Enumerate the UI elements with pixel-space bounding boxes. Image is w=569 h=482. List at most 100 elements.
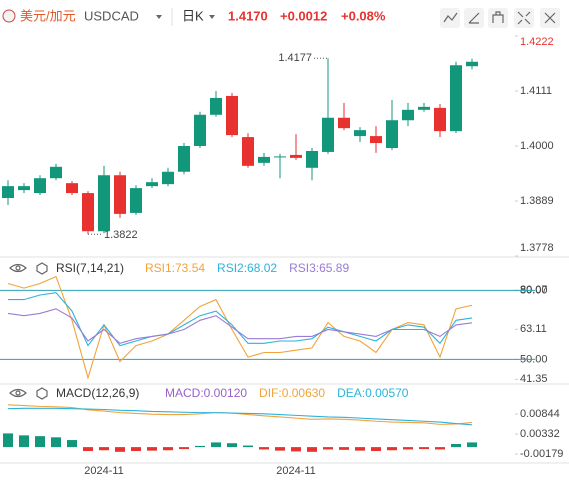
candle-body [466, 61, 478, 67]
histogram-bar [19, 435, 29, 448]
candle-body [306, 150, 318, 168]
candle-body [146, 182, 158, 187]
histogram-bar [307, 447, 317, 452]
flag-icon [2, 9, 16, 23]
symbol[interactable]: USDCAD [84, 8, 139, 23]
tool-icon [544, 12, 556, 24]
histogram-bar [51, 437, 61, 448]
histogram-bar [355, 447, 365, 451]
histogram-bar [195, 445, 205, 448]
legend-entry: DEA:0.00570 [337, 386, 409, 400]
y-tick-label: 1.4222 [520, 36, 554, 48]
tool-icon [468, 12, 480, 24]
histogram-bar [3, 433, 13, 448]
annotation: 1.3822 [104, 229, 138, 241]
y-tick-label: 0.00844 [520, 408, 560, 420]
legend-entry: RSI1:73.54 [145, 261, 205, 275]
histogram-bar [387, 447, 397, 451]
x-tick-label: 2024-11 [84, 465, 124, 477]
y-tick-label: 1.3889 [520, 195, 554, 207]
legend-entry: RSI2:68.02 [217, 261, 277, 275]
y-tick-label: 1.4000 [520, 140, 554, 152]
histogram-bar [227, 443, 237, 448]
histogram-bar [451, 443, 461, 448]
legend-entry: DIF:0.00630 [259, 386, 325, 400]
dropdown-icon[interactable] [209, 15, 215, 19]
tool-button[interactable] [488, 8, 508, 28]
period[interactable]: 日K [182, 8, 204, 23]
histogram-bar [147, 447, 157, 451]
candle-body [114, 175, 126, 214]
y-tick-label: 1.4111 [520, 85, 552, 97]
settings-icon[interactable] [36, 262, 48, 275]
y-tick-label: 0.00332 [520, 428, 560, 440]
dropdown-icon[interactable] [156, 15, 162, 19]
y-tick-label: 1.3778 [520, 242, 554, 254]
candle-body [18, 186, 30, 191]
toolbar [440, 8, 560, 28]
candle-body [162, 171, 174, 185]
candle-body [178, 146, 190, 172]
candle-body [194, 114, 206, 146]
histogram-bar [211, 442, 221, 448]
histogram-bar [275, 447, 285, 451]
candle-body [290, 154, 302, 158]
pair-name[interactable]: 美元/加元 [20, 8, 76, 23]
candle-body [338, 117, 350, 129]
candle-body [402, 109, 414, 121]
y-tick-label: -0.00179 [520, 448, 563, 460]
indicator-line [7, 308, 473, 344]
change-percent: +0.08% [341, 8, 386, 23]
histogram-bar [179, 447, 189, 450]
visibility-icon[interactable] [9, 388, 27, 398]
candle-body [322, 117, 334, 152]
change: +0.0012 [280, 8, 327, 23]
candle-body [2, 186, 14, 199]
candle-body [370, 136, 382, 144]
candle-body [418, 106, 430, 110]
histogram-bar [35, 436, 45, 448]
annotation: 1.4177 [278, 52, 312, 64]
candle-body [242, 137, 254, 166]
legend-entry: MACD:0.00120 [165, 386, 247, 400]
histogram-bar [259, 447, 269, 450]
indicator-line [7, 407, 473, 426]
candle-body [434, 107, 446, 132]
candle-body [130, 188, 142, 213]
histogram-bar [419, 447, 429, 450]
visibility-icon[interactable] [9, 263, 27, 273]
histogram-bar [339, 447, 349, 450]
histogram-bar [403, 447, 413, 450]
histogram-bar [67, 440, 77, 448]
histogram-bar [131, 447, 141, 452]
tool-button[interactable] [514, 8, 534, 28]
indicator-title: MACD(12,26,9) [56, 386, 139, 400]
histogram-bar [83, 447, 93, 452]
y-tick-label: 63.11 [520, 323, 547, 335]
histogram-bar [371, 447, 381, 452]
candle-body [258, 156, 270, 163]
histogram-bar [291, 447, 301, 452]
candle-body [210, 97, 222, 115]
histogram-bar [243, 445, 253, 448]
x-tick-label: 2024-11 [276, 465, 316, 477]
candle-body [450, 65, 462, 132]
candle-body [50, 166, 62, 179]
tool-icon [492, 11, 504, 23]
tool-icon [443, 12, 458, 23]
candle-body [98, 175, 110, 232]
candle-body [354, 130, 366, 137]
indicator-title: RSI(7,14,21) [56, 261, 124, 275]
histogram-bar [115, 447, 125, 452]
histogram-bar [163, 447, 173, 451]
candle-body [82, 193, 94, 232]
candle-body [226, 95, 238, 136]
settings-icon[interactable] [36, 387, 48, 400]
tool-icon [517, 11, 531, 25]
candle-body [274, 156, 286, 158]
histogram-bar [467, 442, 477, 448]
price: 1.4170 [228, 8, 268, 23]
candle-body [386, 120, 398, 148]
